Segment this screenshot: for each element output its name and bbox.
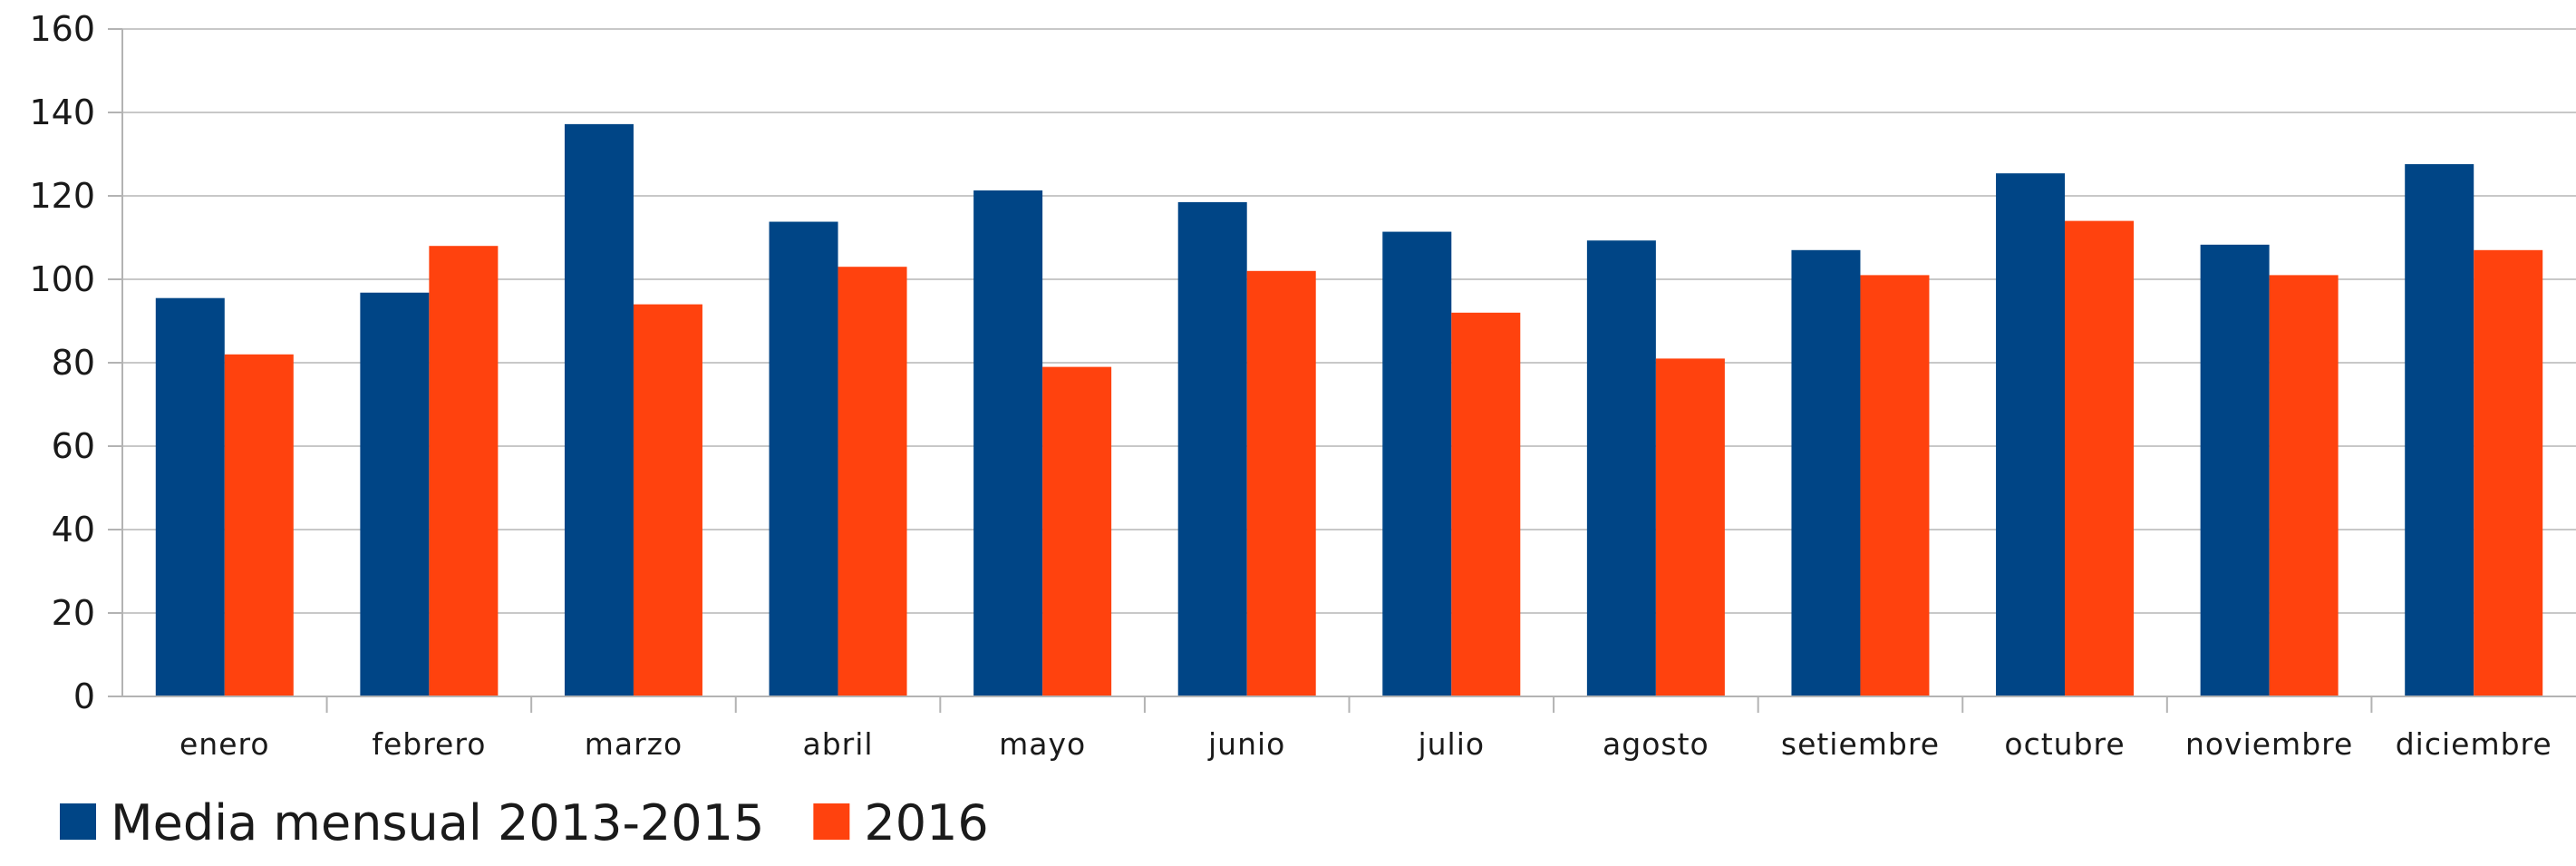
legend-swatch-series-0 bbox=[60, 803, 96, 840]
y-tick-label: 20 bbox=[52, 593, 95, 633]
bar-junio-series-1 bbox=[1246, 270, 1316, 696]
y-tick-label: 80 bbox=[52, 343, 95, 383]
bar-noviembre-series-0 bbox=[2200, 244, 2270, 696]
x-tick-label-agosto: agosto bbox=[1603, 726, 1709, 762]
y-axis-ticks: 0 20 40 60 80 100 120 140 160 bbox=[29, 9, 95, 716]
x-tick-label-julio: julio bbox=[1417, 726, 1485, 762]
bar-octubre-series-0 bbox=[1996, 173, 2066, 696]
bar-abril-series-1 bbox=[838, 267, 907, 696]
legend-label-series-1: 2016 bbox=[864, 794, 988, 851]
bar-noviembre-series-1 bbox=[2269, 275, 2339, 696]
axes bbox=[108, 28, 2576, 713]
bar-setiembre-series-0 bbox=[1791, 249, 1861, 696]
bar-marzo-series-0 bbox=[564, 123, 634, 696]
grid-lines bbox=[122, 28, 2576, 614]
y-tick-label: 60 bbox=[52, 426, 95, 466]
x-tick-label-octubre: octubre bbox=[2004, 726, 2125, 762]
x-tick-label-febrero: febrero bbox=[372, 726, 486, 762]
legend-label-series-0: Media mensual 2013-2015 bbox=[111, 794, 764, 851]
bar-agosto-series-0 bbox=[1586, 240, 1656, 696]
x-axis-ticks: enero febrero marzo abril mayo junio julio agos… bbox=[179, 726, 2552, 762]
bar-enero-series-1 bbox=[224, 354, 294, 696]
y-tick-label: 140 bbox=[29, 92, 95, 132]
x-tick-label-junio: junio bbox=[1207, 726, 1285, 762]
x-tick-label-setiembre: setiembre bbox=[1781, 726, 1940, 762]
y-tick-label: 0 bbox=[73, 676, 95, 716]
bar-mayo-series-1 bbox=[1042, 366, 1112, 696]
bars bbox=[155, 123, 2543, 697]
y-tick-label: 40 bbox=[52, 510, 95, 550]
bar-febrero-series-0 bbox=[360, 292, 430, 696]
bar-setiembre-series-1 bbox=[1860, 275, 1930, 696]
x-tick-label-enero: enero bbox=[179, 726, 270, 762]
x-tick-label-diciembre: diciembre bbox=[2396, 726, 2552, 762]
bar-mayo-series-0 bbox=[973, 190, 1043, 696]
bar-julio-series-1 bbox=[1451, 312, 1521, 696]
bar-abril-series-0 bbox=[769, 221, 838, 696]
bar-diciembre-series-1 bbox=[2474, 249, 2543, 696]
x-tick-label-noviembre: noviembre bbox=[2185, 726, 2353, 762]
bar-marzo-series-1 bbox=[633, 304, 702, 696]
bar-enero-series-0 bbox=[155, 297, 225, 696]
x-tick-label-mayo: mayo bbox=[999, 726, 1086, 762]
bar-diciembre-series-0 bbox=[2405, 164, 2474, 697]
y-tick-label: 160 bbox=[29, 9, 95, 49]
bar-febrero-series-1 bbox=[429, 246, 499, 696]
legend-swatch-series-1 bbox=[813, 803, 850, 840]
bar-agosto-series-1 bbox=[1655, 358, 1725, 696]
bar-octubre-series-1 bbox=[2065, 220, 2135, 697]
y-tick-label: 120 bbox=[29, 176, 95, 216]
x-tick-label-marzo: marzo bbox=[585, 726, 683, 762]
bar-julio-series-0 bbox=[1382, 231, 1452, 696]
x-tick-label-abril: abril bbox=[803, 726, 874, 762]
y-tick-label: 100 bbox=[29, 259, 95, 299]
bar-junio-series-0 bbox=[1177, 201, 1247, 696]
legend: Media mensual 2013-2015 2016 bbox=[60, 794, 989, 851]
